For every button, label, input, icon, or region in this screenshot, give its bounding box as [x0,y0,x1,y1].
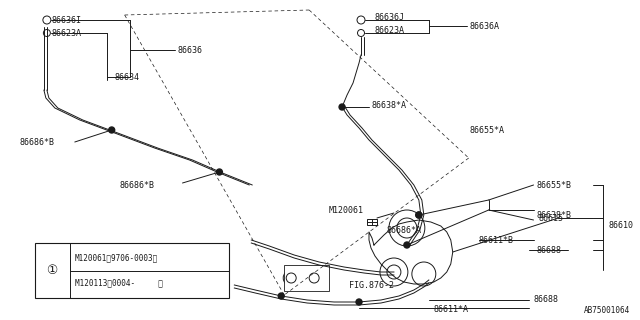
Circle shape [416,212,422,218]
Text: 86623A: 86623A [375,26,405,35]
Circle shape [416,212,422,218]
Text: 86655*A: 86655*A [470,125,505,134]
Text: 86688: 86688 [534,295,559,305]
Circle shape [404,242,410,248]
Text: 86636I: 86636I [52,15,82,25]
Text: ①: ① [46,264,58,277]
Text: 86636A: 86636A [470,21,500,30]
Text: 86636: 86636 [177,45,202,54]
Text: 86634: 86634 [115,73,140,82]
Text: 86686*A: 86686*A [387,226,422,235]
Circle shape [216,169,222,175]
Text: 86686*B: 86686*B [120,180,155,189]
Text: 86638*B: 86638*B [536,211,572,220]
Text: M120061: M120061 [329,205,364,214]
Text: M120061゗9706-0003゙: M120061゗9706-0003゙ [75,253,158,262]
Text: 86610: 86610 [609,220,634,229]
Text: 86688: 86688 [536,245,561,254]
Text: 86611*A: 86611*A [434,306,469,315]
Text: 86655*B: 86655*B [536,180,572,189]
Bar [284,265,329,291]
Bar [367,219,377,225]
Circle shape [109,127,115,133]
Circle shape [356,299,362,305]
Text: 86638*A: 86638*A [372,100,407,109]
Text: 86686*B: 86686*B [20,138,55,147]
Circle shape [339,104,345,110]
Text: AB75001064: AB75001064 [584,306,630,315]
Text: 86615: 86615 [538,213,564,222]
Circle shape [278,293,284,299]
Text: M120113゗0004-     ゙: M120113゗0004- ゙ [75,279,163,288]
Text: FIG.876-2: FIG.876-2 [349,281,394,290]
Text: 86611*B: 86611*B [479,236,514,244]
Text: 86636J: 86636J [375,12,405,21]
Text: 86623A: 86623A [52,28,82,37]
Bar [35,243,229,298]
